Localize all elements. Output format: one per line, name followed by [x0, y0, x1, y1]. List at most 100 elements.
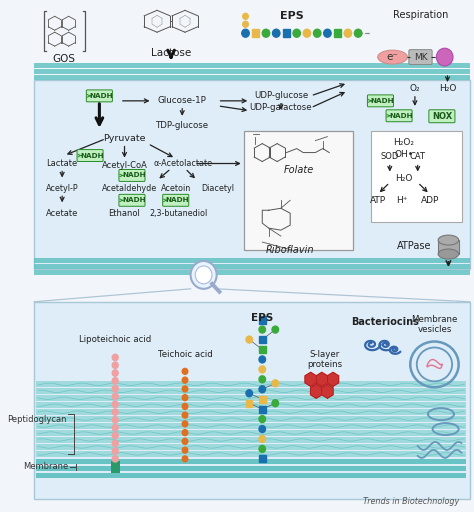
Circle shape	[182, 395, 188, 400]
Circle shape	[303, 29, 310, 37]
Bar	[34, 69, 470, 74]
Ellipse shape	[438, 249, 459, 259]
Circle shape	[262, 29, 270, 37]
FancyBboxPatch shape	[119, 195, 145, 206]
Text: NADH: NADH	[122, 197, 146, 203]
Text: Acetyl-CoA: Acetyl-CoA	[101, 161, 147, 170]
Circle shape	[112, 440, 118, 446]
Text: ATP: ATP	[370, 196, 386, 205]
Text: ADP: ADP	[420, 196, 439, 205]
Ellipse shape	[438, 235, 459, 245]
Polygon shape	[305, 372, 316, 386]
Circle shape	[436, 48, 453, 66]
Circle shape	[259, 366, 265, 373]
Bar	[36, 430, 466, 436]
Text: Lactate: Lactate	[46, 159, 78, 168]
Text: MK: MK	[414, 53, 427, 61]
Text: Acetoin: Acetoin	[161, 184, 191, 193]
Circle shape	[112, 456, 118, 462]
Circle shape	[191, 261, 217, 289]
Bar	[252, 29, 259, 37]
Circle shape	[112, 409, 118, 415]
Bar	[36, 451, 466, 457]
Circle shape	[182, 412, 188, 418]
Text: CAT: CAT	[410, 152, 426, 161]
Text: Trends in Biotechnology: Trends in Biotechnology	[364, 497, 460, 506]
Circle shape	[272, 400, 279, 407]
Circle shape	[182, 369, 188, 374]
Text: Acetyl-P: Acetyl-P	[46, 184, 79, 193]
Polygon shape	[310, 385, 322, 398]
Bar	[438, 240, 459, 254]
Circle shape	[259, 386, 265, 393]
Circle shape	[112, 432, 118, 439]
Circle shape	[344, 29, 352, 37]
FancyBboxPatch shape	[119, 169, 145, 181]
Circle shape	[112, 386, 118, 392]
Circle shape	[355, 29, 362, 37]
Bar	[36, 473, 466, 478]
Bar	[36, 409, 466, 415]
Text: Peptidoglycan: Peptidoglycan	[7, 415, 67, 423]
Circle shape	[293, 29, 301, 37]
Text: Riboflavin: Riboflavin	[266, 245, 314, 255]
Bar	[36, 388, 466, 394]
FancyBboxPatch shape	[244, 131, 354, 250]
Bar	[259, 406, 265, 413]
Text: NADH: NADH	[122, 173, 146, 179]
Bar	[259, 396, 265, 403]
Bar	[34, 264, 470, 269]
Bar	[34, 258, 470, 263]
Circle shape	[259, 356, 265, 363]
Circle shape	[182, 377, 188, 383]
Bar	[36, 402, 466, 408]
Text: Acetate: Acetate	[46, 209, 78, 218]
Text: OH•: OH•	[394, 150, 413, 159]
Circle shape	[273, 29, 280, 37]
Text: Bacteriocins: Bacteriocins	[351, 316, 419, 327]
Circle shape	[242, 29, 249, 37]
FancyBboxPatch shape	[86, 90, 112, 102]
Circle shape	[112, 401, 118, 408]
Text: ATPase: ATPase	[397, 241, 432, 251]
Text: Ethanol: Ethanol	[109, 209, 140, 218]
Circle shape	[112, 370, 118, 376]
Text: GOS: GOS	[53, 54, 75, 64]
FancyBboxPatch shape	[409, 50, 432, 65]
Circle shape	[182, 403, 188, 410]
Text: EPS: EPS	[280, 11, 304, 22]
Text: NADH: NADH	[80, 153, 104, 159]
Circle shape	[246, 336, 253, 343]
Circle shape	[313, 29, 321, 37]
Circle shape	[182, 447, 188, 453]
Circle shape	[243, 13, 248, 19]
Polygon shape	[328, 372, 338, 386]
FancyBboxPatch shape	[429, 110, 455, 123]
Text: Folate: Folate	[283, 165, 314, 176]
Text: Teichoic acid: Teichoic acid	[158, 350, 212, 359]
Bar	[259, 336, 265, 343]
Text: Membrane: Membrane	[23, 462, 69, 472]
Bar	[283, 29, 290, 37]
Text: NOX: NOX	[432, 112, 452, 121]
Text: Diacetyl: Diacetyl	[201, 184, 234, 193]
Bar	[36, 395, 466, 401]
Bar	[246, 400, 253, 407]
Bar	[36, 437, 466, 443]
Text: Lipoteichoic acid: Lipoteichoic acid	[79, 335, 151, 344]
Bar	[259, 455, 265, 462]
Bar	[36, 444, 466, 450]
Text: H₂O: H₂O	[395, 174, 412, 183]
Text: TDP-glucose: TDP-glucose	[155, 121, 209, 130]
FancyBboxPatch shape	[367, 95, 393, 107]
Circle shape	[259, 326, 265, 333]
Text: Membrane
vesicles: Membrane vesicles	[411, 315, 457, 334]
Circle shape	[112, 393, 118, 400]
Text: Lactose: Lactose	[151, 48, 191, 58]
Text: NADH: NADH	[166, 197, 190, 203]
Bar	[110, 461, 120, 473]
FancyBboxPatch shape	[163, 195, 189, 206]
Circle shape	[324, 29, 331, 37]
Text: NADH: NADH	[371, 98, 394, 104]
Circle shape	[112, 448, 118, 454]
